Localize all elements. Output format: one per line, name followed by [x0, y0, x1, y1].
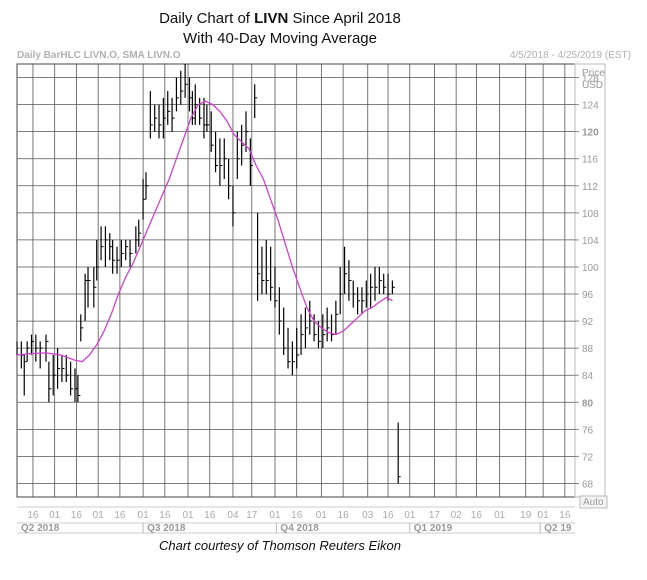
- x-tick-label: 16: [159, 510, 171, 521]
- x-tick-label: 01: [269, 510, 281, 521]
- sma-line: [16, 100, 393, 363]
- y-axis-unit: USD: [582, 80, 603, 91]
- y-tick-label: 92: [582, 317, 594, 328]
- x-tick-label: 17: [246, 510, 258, 521]
- y-tick-label: 84: [582, 371, 594, 382]
- x-tick-label: 17: [429, 510, 441, 521]
- quarter-label: Q3 2018: [147, 523, 186, 534]
- x-tick-label: 03: [362, 510, 374, 521]
- chart-credit: Chart courtesy of Thomson Reuters Eikon: [158, 538, 402, 553]
- x-tick-label: 01: [538, 510, 550, 521]
- x-tick-label: 01: [494, 510, 506, 521]
- quarter-label: Q4 2018: [280, 523, 319, 534]
- x-tick-label: 16: [291, 510, 303, 521]
- x-tick-label: 16: [204, 510, 216, 521]
- series-info: Daily BarHLC LIVN.O, SMA LIVN.O: [17, 50, 181, 61]
- y-tick-label: 108: [582, 209, 599, 220]
- y-tick-label: 120: [582, 128, 599, 139]
- y-tick-label: 72: [582, 452, 594, 463]
- y-tick-label: 116: [582, 155, 598, 166]
- y-tick-label: 128: [582, 74, 599, 85]
- ticker-symbol: LIVN: [254, 10, 289, 27]
- x-tick-label: 02: [451, 510, 463, 521]
- x-tick-label: 01: [138, 510, 150, 521]
- plot-area: [16, 63, 576, 498]
- y-tick-label: 112: [582, 182, 598, 193]
- x-tick-label: 01: [404, 510, 416, 521]
- x-tick-label: 01: [49, 510, 61, 521]
- y-tick-label: 88: [582, 344, 594, 355]
- quarter-label: Q2 19: [544, 523, 572, 534]
- date-range: 4/5/2018 - 4/25/2019 (EST): [509, 50, 631, 61]
- y-tick-label: 124: [582, 101, 599, 112]
- x-tick-label: 16: [559, 510, 571, 521]
- x-tick-label: 16: [114, 510, 126, 521]
- y-tick-label: 68: [582, 479, 594, 490]
- y-tick-label: 104: [582, 236, 599, 247]
- x-tick-label: 16: [338, 510, 350, 521]
- x-tick-label: 16: [382, 510, 394, 521]
- x-tick-label: 16: [471, 510, 483, 521]
- quarter-label: Q1 2019: [414, 523, 453, 534]
- price-axis-panel: [574, 63, 606, 498]
- x-tick-label: 04: [227, 510, 239, 521]
- quarter-label: Q2 2018: [21, 523, 60, 534]
- x-tick-label: 19: [520, 510, 532, 521]
- chart-title: Daily Chart of LIVN Since April 2018: [159, 10, 401, 27]
- auto-scale-button[interactable]: [579, 495, 608, 509]
- auto-scale-label[interactable]: Auto: [583, 497, 604, 508]
- chart-subtitle: With 40-Day Moving Average: [183, 30, 377, 47]
- y-tick-label: 96: [582, 290, 594, 301]
- x-tick-label: 16: [71, 510, 83, 521]
- x-tick-label: 01: [182, 510, 194, 521]
- y-tick-label: 100: [582, 263, 599, 274]
- x-tick-label: 01: [316, 510, 328, 521]
- y-tick-label: 76: [582, 425, 594, 436]
- y-tick-label: 80: [582, 398, 594, 409]
- x-tick-label: 16: [27, 510, 39, 521]
- y-axis-title: Price: [582, 68, 605, 79]
- x-tick-label: 01: [93, 510, 105, 521]
